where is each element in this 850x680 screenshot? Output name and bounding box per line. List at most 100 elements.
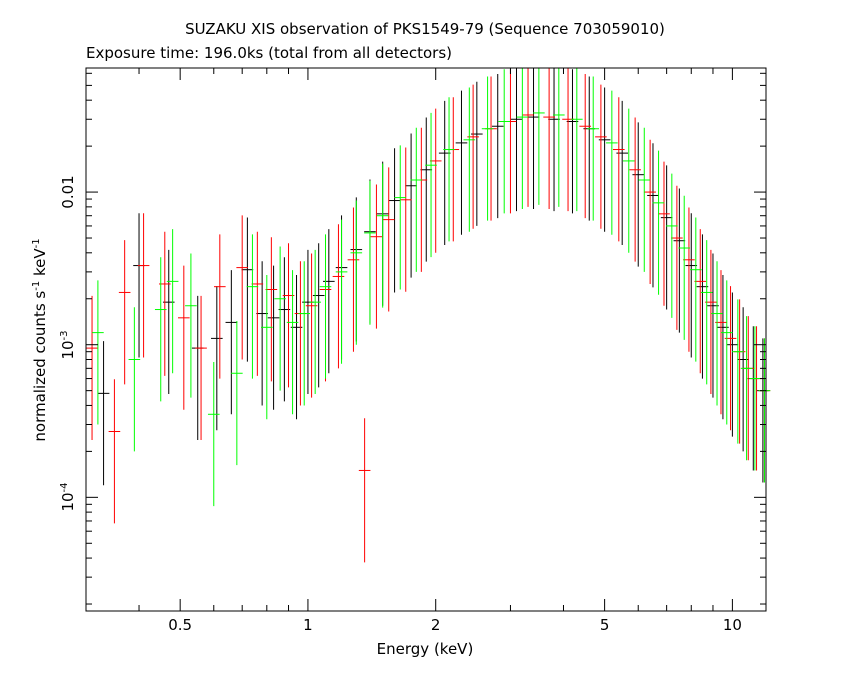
data-point bbox=[733, 299, 746, 444]
data-point bbox=[358, 418, 371, 563]
data-point bbox=[612, 97, 625, 242]
plot-frame bbox=[85, 67, 767, 612]
data-point bbox=[527, 68, 540, 209]
data-point bbox=[647, 143, 659, 288]
data-point bbox=[443, 97, 455, 242]
data-point bbox=[286, 270, 299, 415]
x-tick-label: 0.5 bbox=[168, 616, 193, 634]
data-point bbox=[251, 231, 264, 376]
data-point bbox=[335, 219, 348, 364]
x-tick-label: 5 bbox=[599, 616, 610, 634]
data-point bbox=[319, 234, 332, 379]
data-point bbox=[685, 213, 698, 358]
data-point bbox=[485, 76, 497, 221]
data-point bbox=[118, 240, 131, 385]
data-point bbox=[370, 184, 383, 329]
data-point bbox=[154, 257, 167, 402]
data-point bbox=[128, 307, 141, 452]
data-point bbox=[750, 326, 763, 471]
x-tick-label: 2 bbox=[430, 616, 441, 634]
data-point bbox=[267, 265, 280, 410]
data-point bbox=[405, 133, 417, 278]
y-axis-label-sup2: -1 bbox=[31, 238, 42, 249]
data-point bbox=[92, 280, 104, 425]
data-point bbox=[616, 100, 628, 246]
data-series-layer bbox=[86, 68, 771, 563]
data-point bbox=[236, 215, 248, 360]
data-point bbox=[425, 112, 437, 258]
data-point bbox=[690, 217, 702, 362]
data-point bbox=[522, 68, 534, 207]
data-point bbox=[747, 326, 760, 471]
data-point bbox=[553, 68, 565, 207]
data-point bbox=[463, 87, 476, 232]
data-point bbox=[606, 90, 618, 235]
data-point bbox=[211, 286, 223, 431]
data-point bbox=[388, 148, 401, 293]
data-point bbox=[415, 127, 428, 272]
data-point bbox=[323, 229, 335, 374]
data-point bbox=[191, 295, 204, 440]
data-point bbox=[638, 127, 651, 272]
data-point bbox=[504, 69, 517, 214]
data-point bbox=[666, 173, 678, 318]
y-axis-label-mid: keV bbox=[31, 248, 49, 281]
data-point bbox=[758, 338, 771, 483]
data-point bbox=[587, 76, 600, 221]
data-point bbox=[516, 68, 529, 209]
data-point bbox=[214, 234, 226, 379]
data-point bbox=[732, 299, 744, 444]
data-point bbox=[644, 139, 656, 284]
data-point bbox=[749, 326, 761, 471]
data-point bbox=[694, 229, 707, 374]
data-point bbox=[740, 316, 753, 461]
data-point bbox=[86, 295, 98, 440]
data-point bbox=[678, 195, 691, 340]
chart-title: SUZAKU XIS observation of PKS1549-79 (Se… bbox=[185, 20, 665, 38]
y-tick-exp: -3 bbox=[59, 330, 70, 341]
data-point bbox=[543, 68, 555, 209]
x-tick-label: 1 bbox=[303, 616, 313, 634]
x-tick-label: 10 bbox=[722, 616, 742, 634]
y-tick-label: 10-3 bbox=[59, 330, 77, 359]
data-point bbox=[241, 217, 254, 362]
data-point bbox=[137, 213, 150, 358]
y-axis-label: normalized counts s-1 keV-1 bbox=[31, 238, 49, 441]
y-axis-label-sup1: -1 bbox=[31, 280, 42, 291]
data-point bbox=[178, 265, 190, 410]
data-point bbox=[108, 379, 121, 524]
data-point bbox=[652, 150, 665, 295]
data-point bbox=[260, 275, 273, 420]
data-point bbox=[166, 229, 179, 374]
data-point bbox=[660, 165, 673, 310]
data-point bbox=[246, 234, 259, 379]
data-point bbox=[185, 253, 197, 398]
data-point bbox=[726, 292, 739, 437]
data-point bbox=[673, 188, 686, 333]
data-point bbox=[629, 117, 641, 262]
data-point bbox=[720, 280, 733, 425]
data-point bbox=[350, 200, 363, 345]
data-point bbox=[742, 316, 755, 461]
data-point bbox=[671, 185, 683, 330]
data-point bbox=[298, 261, 311, 406]
data-point bbox=[420, 117, 433, 262]
y-tick-base: 10 bbox=[59, 340, 77, 360]
data-point bbox=[429, 108, 442, 253]
data-point bbox=[256, 261, 268, 406]
data-point bbox=[455, 90, 468, 235]
data-point bbox=[571, 68, 583, 212]
axis-ticks bbox=[85, 68, 766, 611]
data-point bbox=[332, 224, 345, 369]
data-point bbox=[622, 108, 635, 253]
data-point bbox=[274, 246, 286, 391]
data-point bbox=[312, 243, 325, 388]
data-point bbox=[757, 338, 769, 483]
data-point bbox=[595, 84, 607, 229]
data-point bbox=[410, 127, 423, 272]
data-point bbox=[399, 147, 412, 292]
y-tick-exp: -4 bbox=[59, 482, 70, 493]
y-tick-label: 10-4 bbox=[59, 483, 77, 512]
data-point bbox=[548, 68, 560, 212]
data-point bbox=[658, 161, 670, 306]
